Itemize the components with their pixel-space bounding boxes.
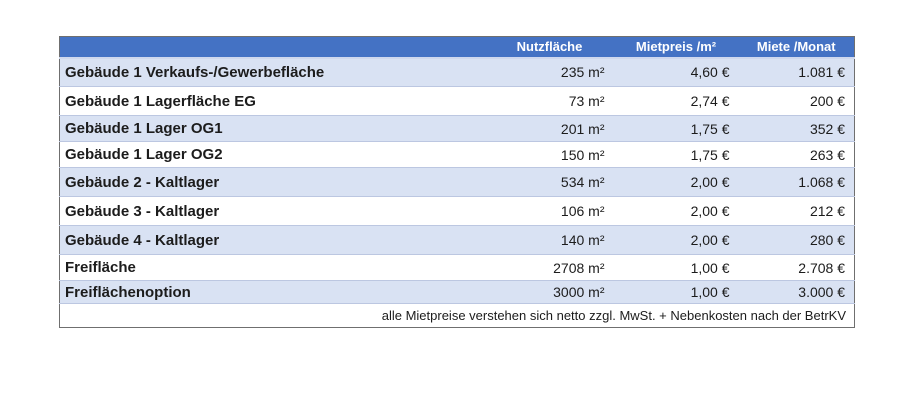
row-label: Gebäude 3 - Kaltlager <box>65 202 220 220</box>
price-cell: 4,60 € <box>690 64 730 81</box>
area-cell: 140 m² <box>560 232 605 248</box>
area-cell: 73 m² <box>568 93 605 109</box>
footnote-row: alle Mietpreise verstehen sich netto zzg… <box>59 303 855 328</box>
rent-table: Nutzfläche Mietpreis /m² Miete /Monat Ge… <box>59 36 855 328</box>
table-row: Gebäude 4 - Kaltlager 140 m² 2,00 € 280 … <box>59 225 855 255</box>
area-cell: 150 m² <box>560 146 605 163</box>
table-row: Gebäude 1 Lager OG1 201 m² 1,75 € 352 € <box>59 115 855 142</box>
table-row: Gebäude 2 - Kaltlager 534 m² 2,00 € 1.06… <box>59 167 855 197</box>
row-label: Gebäude 4 - Kaltlager <box>65 231 220 249</box>
row-label: Gebäude 2 - Kaltlager <box>65 173 220 191</box>
row-label: Gebäude 1 Lagerfläche EG <box>65 92 256 110</box>
area-cell: 2708 m² <box>553 259 605 276</box>
rent-cell: 1.068 € <box>798 174 845 190</box>
row-label: Gebäude 1 Lager OG2 <box>65 146 223 163</box>
area-cell: 106 m² <box>560 203 605 219</box>
price-cell: 2,00 € <box>690 232 730 248</box>
area-cell: 235 m² <box>560 64 605 81</box>
row-label: Gebäude 1 Lager OG1 <box>65 120 223 137</box>
price-cell: 2,00 € <box>690 203 730 219</box>
header-nutzflaeche: Nutzfläche <box>485 36 614 59</box>
rent-cell: 352 € <box>809 120 845 137</box>
price-cell: 2,00 € <box>690 174 730 190</box>
row-label: Gebäude 1 Verkaufs-/Gewerbefläche <box>65 63 325 81</box>
rent-cell: 3.000 € <box>798 284 845 300</box>
price-cell: 1,00 € <box>690 284 730 300</box>
header-mietpreis: Mietpreis /m² <box>613 36 739 59</box>
table-row: Gebäude 1 Lager OG2 150 m² 1,75 € 263 € <box>59 141 855 168</box>
rent-cell: 212 € <box>809 203 845 219</box>
row-label: Freiflächenoption <box>65 283 191 301</box>
footnote-text: alle Mietpreise verstehen sich netto zzg… <box>381 308 846 323</box>
table-row: Freiflächenoption 3000 m² 1,00 € 3.000 € <box>59 280 855 304</box>
rent-cell: 2.708 € <box>798 259 845 276</box>
price-cell: 1,75 € <box>690 120 730 137</box>
table-row: Gebäude 3 - Kaltlager 106 m² 2,00 € 212 … <box>59 196 855 226</box>
area-cell: 201 m² <box>560 120 605 137</box>
table-row: Gebäude 1 Lagerfläche EG 73 m² 2,74 € 20… <box>59 86 855 116</box>
table-row: Gebäude 1 Verkaufs-/Gewerbefläche 235 m²… <box>59 57 855 87</box>
rent-cell: 1.081 € <box>798 64 845 81</box>
price-cell: 1,00 € <box>690 259 730 276</box>
price-cell: 2,74 € <box>690 93 730 109</box>
table-row: Freifläche 2708 m² 1,00 € 2.708 € <box>59 254 855 281</box>
header-spacer <box>59 36 486 59</box>
rent-cell: 280 € <box>809 232 845 248</box>
price-cell: 1,75 € <box>690 146 730 163</box>
row-label: Freifläche <box>65 259 136 276</box>
rent-cell: 263 € <box>809 146 845 163</box>
area-cell: 534 m² <box>560 174 605 190</box>
rent-cell: 200 € <box>809 93 845 109</box>
area-cell: 3000 m² <box>553 284 605 300</box>
header-miete-monat: Miete /Monat <box>738 36 855 59</box>
table-header-row: Nutzfläche Mietpreis /m² Miete /Monat <box>59 36 855 59</box>
